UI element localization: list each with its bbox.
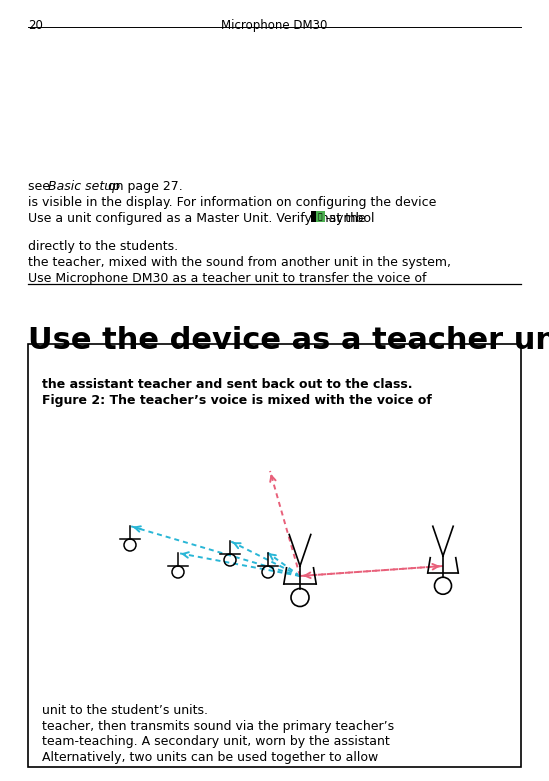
Text: teacher, then transmits sound via the primary teacher’s: teacher, then transmits sound via the pr… [42, 720, 394, 733]
Bar [311, 211, 316, 222]
Text: team-teaching. A secondary unit, worn by the assistant: team-teaching. A secondary unit, worn by… [42, 736, 390, 748]
Text: directly to the students.: directly to the students. [28, 240, 178, 253]
Text: Basic setup: Basic setup [48, 180, 120, 193]
Bar [28, 344, 521, 767]
Text: Figure 2: The teacher’s voice is mixed with the voice of: Figure 2: The teacher’s voice is mixed w… [42, 394, 432, 407]
Text: the assistant teacher and sent back out to the class.: the assistant teacher and sent back out … [42, 378, 412, 391]
Bar [311, 211, 325, 222]
Text: the teacher, mixed with the sound from another unit in the system,: the teacher, mixed with the sound from a… [28, 256, 451, 269]
Text: -symbol: -symbol [326, 212, 376, 225]
Text: see: see [28, 180, 54, 193]
Text: Use the device as a teacher unit: Use the device as a teacher unit [28, 326, 549, 355]
Text: is visible in the display. For information on configuring the device: is visible in the display. For informati… [28, 196, 436, 209]
Text: Alternatively, two units can be used together to allow: Alternatively, two units can be used tog… [42, 751, 378, 764]
Text: Microphone DM30: Microphone DM30 [221, 19, 328, 32]
Text: 20: 20 [28, 19, 43, 32]
Text: Use Microphone DM30 as a teacher unit to transfer the voice of: Use Microphone DM30 as a teacher unit to… [28, 272, 427, 285]
Text: on page 27.: on page 27. [104, 180, 182, 193]
Text: unit to the student’s units.: unit to the student’s units. [42, 704, 208, 718]
Text: Use a unit configured as a Master Unit. Verify that the: Use a unit configured as a Master Unit. … [28, 212, 369, 225]
Text: Ⓣ: Ⓣ [318, 212, 323, 221]
